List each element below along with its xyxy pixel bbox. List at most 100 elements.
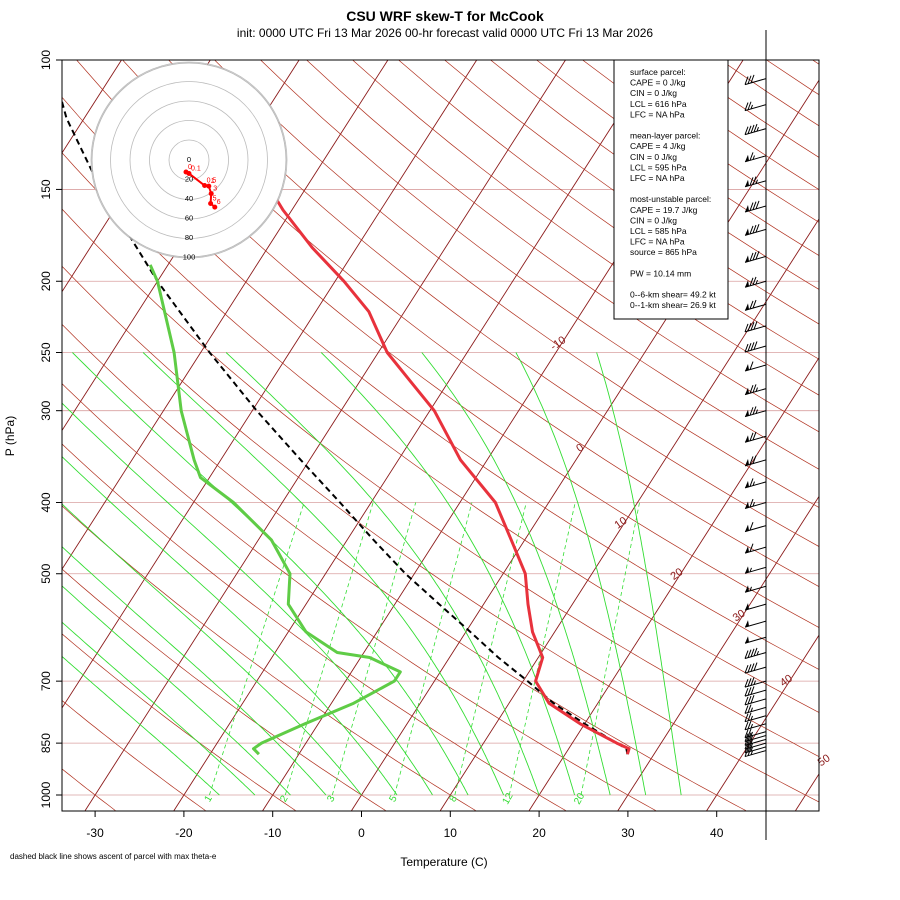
hodograph-ring-label: 60	[185, 214, 193, 223]
wind-barb-half-flag	[750, 707, 753, 712]
wind-barb-staff	[744, 546, 767, 554]
chart-subtitle: init: 0000 UTC Fri 13 Mar 2026 00-hr for…	[237, 26, 654, 40]
wind-barb-flag	[750, 321, 755, 331]
wind-barb-flag	[744, 323, 749, 333]
wind-barb	[744, 677, 767, 688]
dry-adiabat	[812, 60, 819, 65]
mixing-ratio-label: 1	[203, 793, 216, 804]
wind-barb-half-flag	[750, 735, 753, 740]
y-tick-label: 700	[39, 671, 53, 691]
moist-adiabat	[62, 585, 291, 796]
x-tick-label: 20	[532, 826, 546, 840]
y-tick-label: 200	[39, 271, 53, 291]
wind-barb-flag	[744, 650, 749, 659]
wind-barb	[744, 585, 767, 593]
hodograph-ring	[149, 120, 229, 200]
hodograph-ring-label: 20	[185, 175, 193, 184]
hodograph-point-label: 6	[217, 199, 221, 206]
wind-barb-flag	[750, 686, 755, 695]
wind-barb-flag	[747, 712, 752, 722]
dry-adiabat	[352, 60, 819, 396]
wind-barb-half-flag	[756, 650, 759, 656]
wind-barb-pennant	[745, 364, 749, 372]
wind-barb	[744, 712, 767, 723]
wind-barb-flag	[749, 478, 754, 487]
hodograph-ring	[110, 81, 268, 239]
wind-barb-flag	[744, 343, 749, 353]
wind-barb	[744, 620, 767, 628]
hodograph-point-label: 1	[211, 178, 215, 185]
wind-barb-half-flag	[750, 739, 753, 744]
dry-adiabat	[306, 60, 819, 433]
wind-barb	[744, 321, 767, 333]
wind-barb	[744, 566, 767, 574]
wind-barb-pennant	[745, 435, 749, 443]
wind-barb-flag	[747, 678, 752, 687]
wind-barb-flag	[744, 102, 749, 111]
isotherm-label: 10	[613, 515, 630, 532]
x-tick-label: -30	[86, 826, 104, 840]
info-line: LCL = 616 hPa	[630, 99, 687, 109]
wind-barb-flag	[747, 720, 752, 730]
wind-barb-flag	[744, 678, 749, 688]
info-line: CAPE = 4 J/kg	[630, 141, 686, 151]
wind-barb-half-flag	[750, 723, 753, 729]
isotherm-label: 30	[731, 607, 748, 624]
isotherm-line	[528, 356, 819, 811]
moist-adiabat	[320, 352, 576, 796]
isotherm-line	[439, 218, 819, 811]
wind-barb-flag	[749, 152, 754, 161]
wind-barb-flag	[744, 721, 749, 730]
wind-barb-pennant	[745, 546, 749, 554]
y-tick-label: 500	[39, 563, 53, 583]
wind-barb-flag	[747, 75, 752, 84]
mixing-ratio-line	[454, 502, 527, 796]
info-box-frame	[613, 59, 729, 320]
dry-adiabat	[214, 60, 819, 508]
dry-adiabat	[859, 60, 900, 811]
wind-barb-flag	[753, 647, 758, 657]
wind-barb-flag	[753, 123, 758, 133]
wind-barb	[744, 704, 767, 714]
wind-barb-flag	[747, 322, 752, 332]
wind-barb-pennant	[745, 480, 749, 488]
hodograph-ring	[168, 139, 210, 181]
x-tick-label: -20	[175, 826, 193, 840]
hodograph-point-label: 3	[213, 186, 217, 193]
wind-barb-half-flag	[749, 567, 752, 573]
moist-adiabat	[62, 655, 220, 796]
dry-adiabat	[766, 60, 819, 96]
wind-barb-flag	[755, 251, 760, 260]
wind-barb-half-flag	[750, 104, 753, 110]
isotherm-line	[795, 773, 819, 811]
wind-barb-flag	[749, 277, 754, 287]
wind-barb	[744, 224, 767, 236]
hodograph-point	[202, 183, 208, 188]
info-line: CAPE = 0 J/kg	[630, 78, 686, 88]
moist-adiabat	[225, 352, 540, 796]
wind-barb-flag	[749, 225, 754, 235]
axes: -30 -20 -10 0 10 20 30 401001502002503004005007…	[39, 50, 724, 840]
wind-barb-flag	[749, 407, 754, 416]
wind-barb-flag	[755, 224, 760, 233]
info-line: most-unstable parcel:	[630, 194, 711, 204]
wind-barb-pennant	[745, 636, 749, 644]
wind-barb-flag	[750, 677, 755, 686]
wind-barb-pennant	[745, 255, 749, 263]
x-tick-label: 30	[621, 826, 635, 840]
wind-barb-flag	[750, 74, 755, 84]
info-line: CIN = 0 J/kg	[630, 215, 677, 225]
mixing-ratio-label: 8	[448, 793, 461, 804]
wind-barb-flag	[752, 431, 757, 441]
wind-barb	[744, 276, 767, 288]
wind-barb-flag	[749, 456, 754, 465]
chart-title: CSU WRF skew-T for McCook	[346, 8, 544, 24]
footnote: dashed black line shows ascent of parcel…	[10, 852, 217, 861]
wind-barb-flag	[744, 664, 749, 674]
moist-adiabat	[62, 621, 256, 796]
hodograph-point	[206, 183, 212, 189]
wind-barb-half-flag	[752, 481, 755, 486]
dry-adiabat	[62, 568, 386, 811]
wind-barb-flag	[752, 299, 757, 309]
